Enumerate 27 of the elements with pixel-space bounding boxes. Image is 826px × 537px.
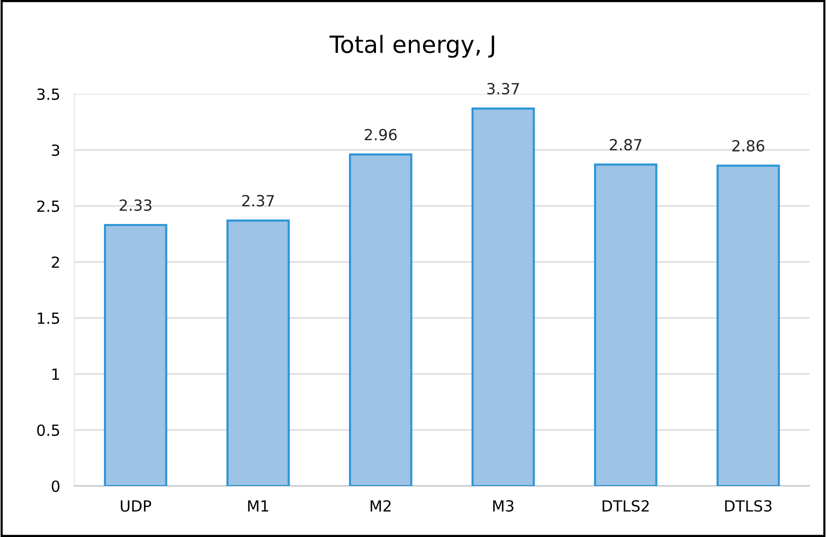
bar — [348, 153, 412, 486]
y-tick-label: 3 — [52, 144, 60, 156]
y-tick-label: 2 — [52, 256, 59, 268]
y-tick-label: 1 — [52, 368, 60, 380]
data-label: 2.96 — [364, 128, 397, 140]
y-tick-label: 0.5 — [37, 424, 60, 436]
data-label: 2.87 — [610, 138, 642, 150]
x-tick-label: M2 — [370, 500, 391, 512]
data-label: 3.37 — [487, 82, 519, 94]
x-tick-label: DTLS2 — [602, 500, 649, 512]
y-tick-label: 0 — [52, 480, 60, 492]
bar — [104, 224, 168, 486]
chart-title: Total energy, J — [329, 34, 494, 58]
bar — [594, 163, 658, 486]
bar — [226, 219, 290, 486]
y-tick-label: 1.5 — [38, 312, 60, 324]
data-label: 2.37 — [242, 194, 274, 206]
data-label: 2.86 — [732, 140, 764, 152]
y-tick-label: 2.5 — [37, 200, 60, 212]
bar — [716, 164, 780, 486]
x-tick-label: UDP — [120, 500, 152, 512]
y-tick-label: 3.5 — [37, 88, 60, 100]
bar — [471, 107, 535, 486]
data-label: 2.33 — [120, 199, 152, 211]
x-tick-label: M3 — [493, 500, 514, 512]
x-tick-label: DTLS3 — [725, 500, 772, 512]
x-tick-label: M1 — [248, 500, 268, 512]
